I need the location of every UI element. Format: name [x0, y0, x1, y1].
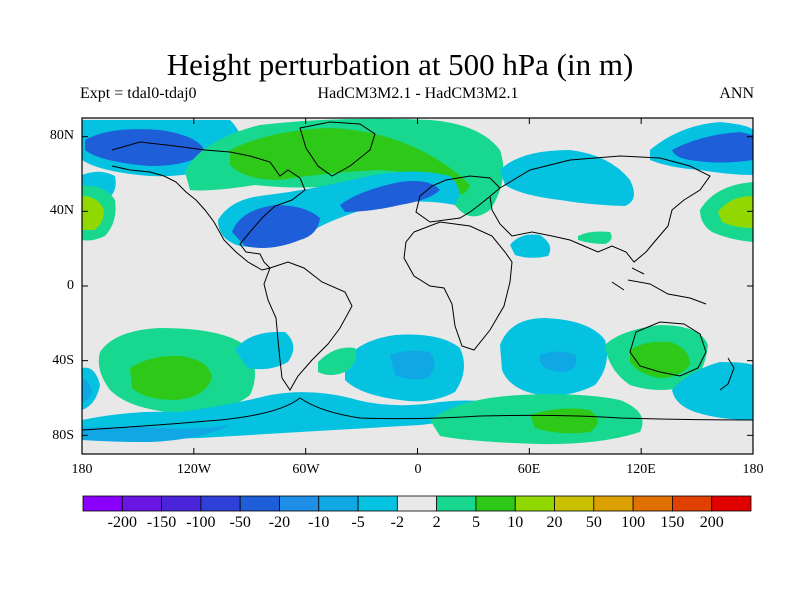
colorbar-label: -50 [229, 514, 251, 531]
coast-africa [403, 221, 513, 351]
contour-satlantic-blue [390, 350, 435, 380]
y-label-80n: 80N [49, 128, 74, 143]
contour-australia-yellow [630, 341, 690, 378]
coast-greenland [299, 121, 376, 177]
colorbar-box [161, 495, 202, 512]
coastlines [82, 121, 753, 431]
contour-sh-pacific-yellow [130, 355, 212, 400]
coast-north-america [111, 141, 306, 271]
colorbar-box [554, 495, 595, 512]
coast-se-asia-islands [611, 267, 707, 305]
contour-indian-blue [540, 351, 577, 372]
x-label-180e: 180 [742, 462, 764, 477]
y-label-0: 0 [67, 278, 74, 293]
coast-south-america [263, 261, 353, 391]
experiment-label: Expt = tdal0-tdaj0 [80, 85, 197, 102]
contour-field [82, 118, 753, 454]
contour-nh-pacific-darkblue [85, 129, 205, 166]
colorbar [82, 495, 752, 512]
coast-europe [415, 175, 501, 223]
colorbar-label: 200 [699, 514, 724, 531]
contour-spac-cyan [672, 362, 753, 420]
colorbar-box [436, 495, 477, 512]
model-label: HadCM3M2.1 - HadCM3M2.1 [317, 85, 519, 102]
colorbar-label: -5 [351, 514, 365, 531]
colorbar-label: 2 [432, 514, 441, 531]
colorbar-label: 100 [621, 514, 646, 531]
colorbar-label: -100 [186, 514, 216, 531]
x-label-120e: 120E [626, 462, 656, 477]
coast-australia [629, 321, 707, 377]
colorbar-label: -20 [268, 514, 291, 531]
contour-india-green [578, 231, 612, 244]
contour-pacific-yellow-east [718, 196, 753, 228]
colorbar-box [396, 495, 438, 512]
y-label-40n: 40N [49, 203, 74, 218]
axis-ticks [81, 118, 754, 454]
coast-new-zealand [719, 357, 735, 391]
coast-antarctica [82, 397, 753, 431]
contour-pacific-yellow-west [82, 196, 104, 230]
colorbar-label: -2 [390, 514, 404, 531]
contour-asia-cyan [500, 150, 634, 206]
colorbar-box [200, 495, 241, 512]
y-label-40s: 40S [52, 353, 74, 368]
x-label-0: 0 [414, 462, 422, 477]
colorbar-label: 10 [507, 514, 524, 531]
colorbar-label: 150 [660, 514, 685, 531]
contour-southern-ring-blue [82, 425, 230, 442]
colorbar-box [475, 495, 516, 512]
x-label-60w: 60W [292, 462, 320, 477]
contour-atlantic-darkblue [340, 181, 440, 212]
colorbar-box [672, 495, 713, 512]
colorbar-box [239, 495, 280, 512]
x-label-180w: 180 [71, 462, 93, 477]
contour-sh-pacific-darkblue-edge [82, 378, 92, 402]
colorbar-label: 50 [585, 514, 602, 531]
contour-nepac-darkblue [672, 132, 753, 163]
colorbar-box [121, 495, 162, 512]
colorbar-label: -10 [308, 514, 330, 531]
x-label-120w: 120W [176, 462, 212, 477]
contour-mideast-cyan [510, 234, 551, 258]
season-label: ANN [719, 85, 754, 102]
coast-asia [489, 155, 711, 263]
colorbar-box [711, 495, 752, 512]
colorbar-box [357, 495, 398, 512]
colorbar-label: -200 [107, 514, 137, 531]
contour-southern-ocean-yellow [530, 408, 598, 434]
colorbar-box [318, 495, 359, 512]
contour-satlantic-green [318, 347, 357, 375]
map-title: Height perturbation at 500 hPa (in m) [166, 47, 634, 82]
colorbar-label: -150 [146, 514, 177, 531]
contour-namerica-darkblue [232, 205, 320, 248]
contour-arctic-green-core [230, 128, 470, 194]
colorbar-label: 5 [471, 514, 480, 531]
x-label-60e: 60E [517, 462, 541, 477]
colorbar-box [632, 495, 673, 512]
colorbar-box [279, 495, 320, 512]
y-label-80s: 80S [52, 428, 74, 443]
colorbar-box [514, 495, 555, 512]
colorbar-box [593, 495, 634, 512]
contour-sa-cyan [235, 331, 294, 370]
colorbar-label: 20 [546, 514, 563, 531]
contour-southern-ring-cyan [82, 392, 500, 440]
colorbar-box [82, 495, 123, 512]
